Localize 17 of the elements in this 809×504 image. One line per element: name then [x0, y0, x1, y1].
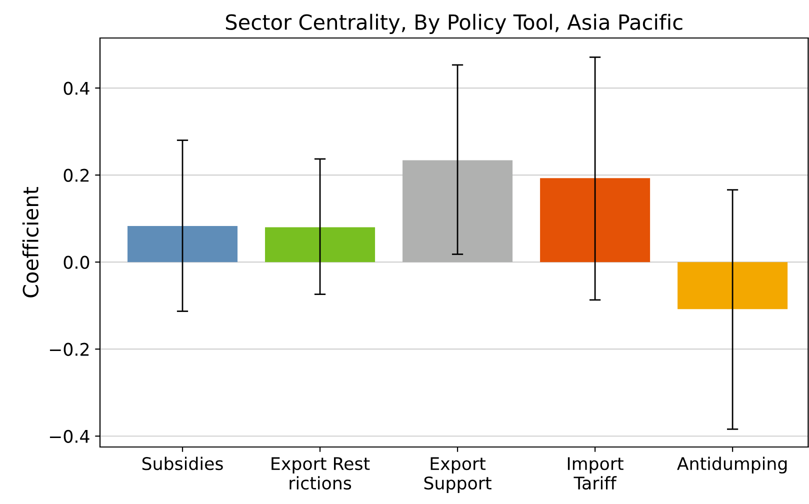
y-tick-label: 0.0 [64, 256, 90, 269]
bar [265, 227, 376, 262]
y-axis-title: Coefficient [22, 187, 39, 298]
bar [402, 160, 513, 262]
x-tick-label: Subsidies [142, 456, 223, 470]
y-tick-label: 0.4 [64, 82, 90, 95]
x-tick-label: Export Rest rictions [272, 457, 370, 490]
x-tick-label: Import Tariff [568, 457, 624, 490]
x-tick-label: Antidumping [677, 456, 787, 474]
bar [540, 178, 650, 262]
chart-title: Sector Centrality, By Policy Tool, Asia Pacific [226, 14, 682, 34]
y-tick-label: −0.2 [50, 342, 89, 356]
bar [678, 262, 788, 310]
bar [128, 226, 238, 262]
y-tick-label: −0.4 [50, 430, 90, 443]
x-tick-label: Export Support [424, 457, 492, 493]
y-tick-label: 0.2 [64, 168, 89, 182]
